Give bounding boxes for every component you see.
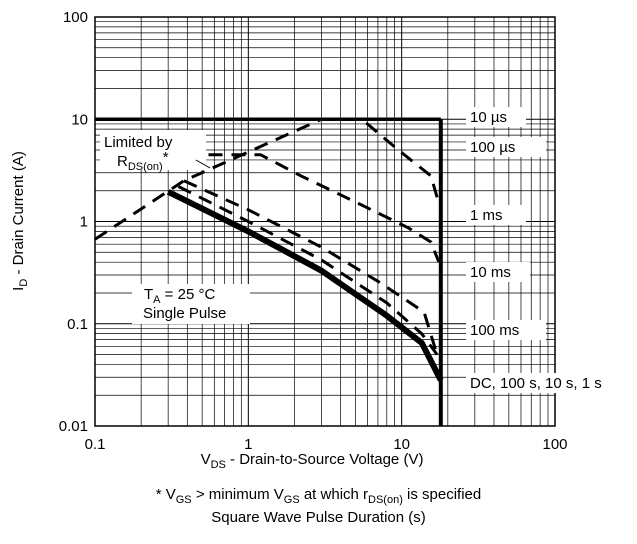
series-label-bg (466, 107, 526, 127)
footnote-line-1: * VGS > minimum VGS at which rDS(on) is … (155, 486, 482, 506)
series-group (94, 117, 444, 426)
series-label-bg (466, 205, 526, 225)
series-label-bg (466, 262, 530, 282)
x-tick-label: 10 (393, 436, 410, 453)
series-line-1-ms (208, 153, 441, 263)
x-tick-label: 1 (244, 436, 252, 453)
y-axis-title: ID - Drain Current (A) (10, 151, 30, 291)
footnote-line-2: Square Wave Pulse Duration (s) (211, 509, 426, 526)
series-line-dc-100-s-10-s-1-s (166, 189, 444, 382)
x-tick-label: 0.1 (85, 436, 106, 453)
series-label-100-ms: 100 ms (470, 322, 519, 339)
series-label-10-ms: 10 ms (470, 264, 511, 281)
y-tick-label: 0.01 (59, 418, 88, 435)
y-tick-label: 100 (63, 9, 88, 26)
limited-by-arrow (195, 159, 211, 169)
series-label-10-s: 10 µs (470, 109, 507, 126)
plot-frame (94, 16, 556, 427)
limited-by-annotation: Limited by RDS(on)* (100, 130, 211, 173)
series-label-bg (466, 320, 546, 340)
y-tick-label: 10 (71, 111, 88, 128)
limited-by-label: Limited by (104, 134, 173, 151)
y-tick-label: 0.1 (67, 316, 88, 333)
series-label-dc-100-s-10-s-1-s: DC, 100 s, 10 s, 1 s (470, 375, 602, 392)
y-tick-label: 1 (80, 214, 88, 231)
series-line-100-s (321, 117, 441, 204)
conditions-annotation: TA = 25 °C Single Pulse (132, 284, 250, 324)
series-line-100-ms (177, 185, 439, 356)
single-pulse-label: Single Pulse (143, 305, 226, 322)
series-label-100-s: 100 µs (470, 139, 515, 156)
series-labels: 10 µs 100 µs 1 ms 10 ms 100 ms DC, 100 s, 10 … (466, 107, 630, 393)
rds-label: RDS(on)* (117, 149, 169, 173)
ta-label: TA = 25 °C (144, 286, 215, 306)
series-line-limited-by-rds-on (94, 117, 323, 241)
x-tick-label: 100 (542, 436, 567, 453)
x-axis-title: VDS - Drain-to-Source Voltage (V) (201, 451, 424, 471)
series-label-bg (466, 137, 546, 157)
series-label-1-ms: 1 ms (470, 207, 503, 224)
series-line-10-ms (183, 179, 439, 355)
series-label-bg (466, 373, 630, 393)
